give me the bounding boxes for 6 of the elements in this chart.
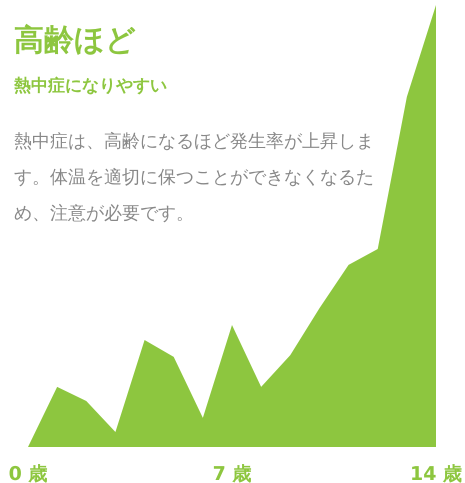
x-tick-label: 14 歳 (410, 463, 462, 483)
text: 熱中症になりやすい (14, 75, 167, 97)
text: 高齢ほど (14, 22, 136, 60)
annotation: 熱中症は、高齢になるほど発生率が上昇します。体温を適切に保つことができなくなるため、注意が必要です。 (14, 130, 375, 226)
x-tick-label: 7 歳 (212, 463, 252, 483)
x-tick-label: 0 歳 (8, 463, 48, 483)
